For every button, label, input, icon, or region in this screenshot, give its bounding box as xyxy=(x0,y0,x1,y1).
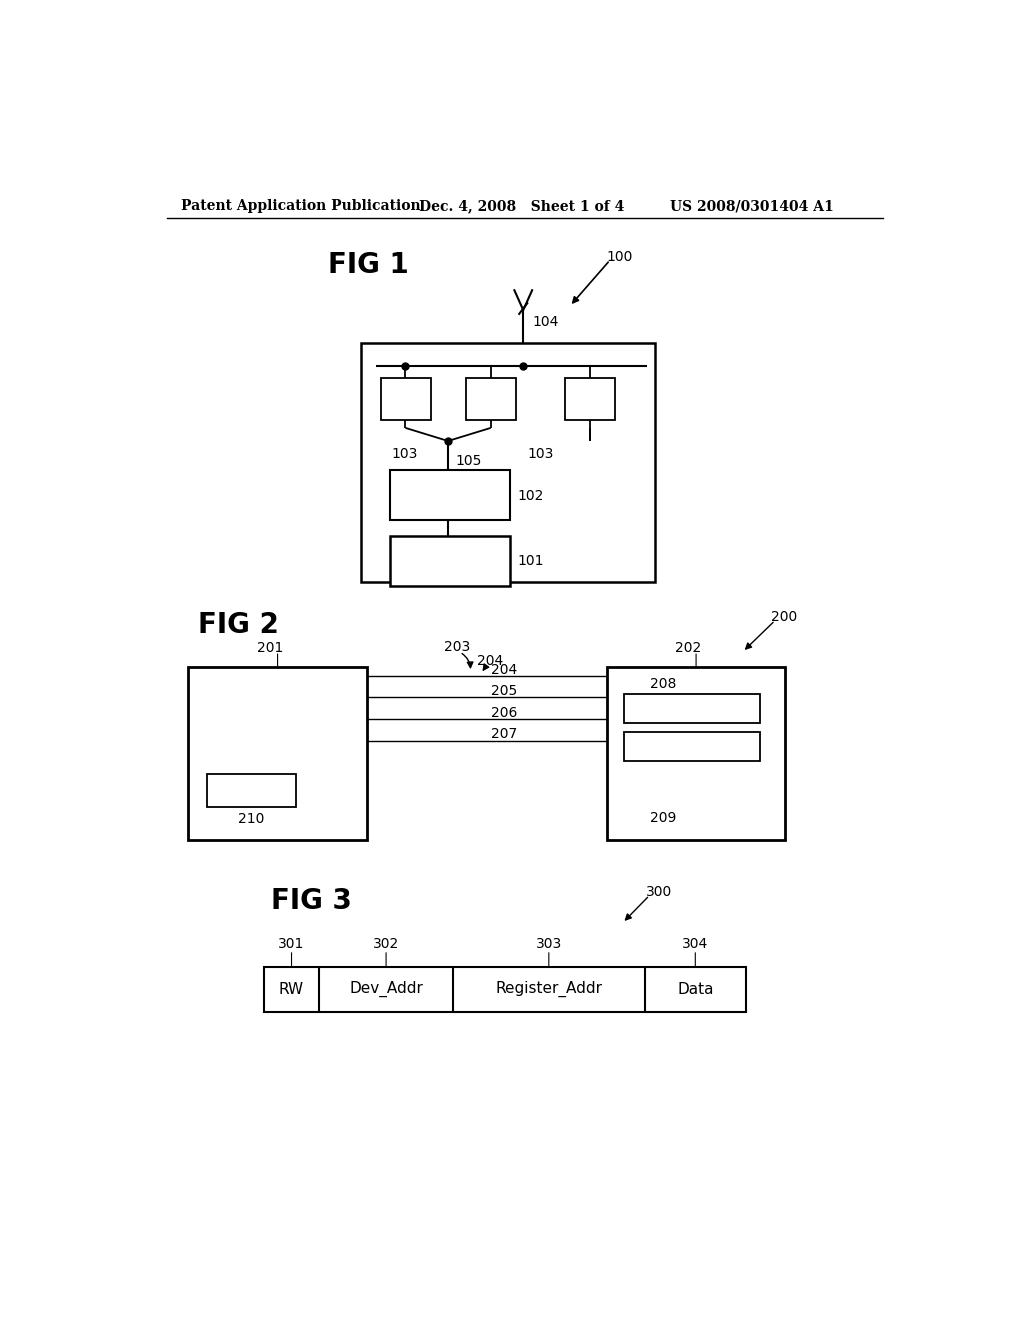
Text: 101: 101 xyxy=(517,554,544,568)
Text: 209: 209 xyxy=(649,812,676,825)
Text: 203: 203 xyxy=(444,640,470,653)
Text: 208: 208 xyxy=(649,677,676,690)
Text: 301: 301 xyxy=(279,937,305,950)
Bar xyxy=(624,733,760,762)
Bar xyxy=(607,667,785,840)
Text: 105: 105 xyxy=(455,454,481,469)
Bar xyxy=(263,968,745,1011)
Bar xyxy=(624,693,760,723)
Bar xyxy=(207,775,296,807)
Text: Patent Application Publication: Patent Application Publication xyxy=(180,199,420,213)
Text: FIG 1: FIG 1 xyxy=(328,251,409,279)
Text: 300: 300 xyxy=(646,886,672,899)
Text: 210: 210 xyxy=(238,812,264,826)
Text: 202: 202 xyxy=(675,642,701,655)
Bar xyxy=(381,378,431,420)
Text: 303: 303 xyxy=(536,937,562,950)
Text: 200: 200 xyxy=(771,610,798,624)
Bar xyxy=(360,343,655,582)
Text: 205: 205 xyxy=(490,684,517,698)
Text: US 2008/0301404 A1: US 2008/0301404 A1 xyxy=(671,199,835,213)
Text: 206: 206 xyxy=(490,706,517,719)
Text: 103: 103 xyxy=(527,447,554,461)
Text: 207: 207 xyxy=(490,727,517,742)
Bar xyxy=(466,378,516,420)
Text: 304: 304 xyxy=(682,937,709,950)
Text: RW: RW xyxy=(279,982,304,997)
Text: 104: 104 xyxy=(532,315,559,330)
Bar xyxy=(565,378,615,420)
Text: 201: 201 xyxy=(257,642,283,655)
Text: 100: 100 xyxy=(606,249,633,264)
Bar xyxy=(188,667,367,840)
Text: Data: Data xyxy=(677,982,714,997)
Text: Dev_Addr: Dev_Addr xyxy=(349,981,423,998)
Text: 302: 302 xyxy=(373,937,399,950)
Text: FIG 2: FIG 2 xyxy=(198,611,279,639)
Text: 102: 102 xyxy=(517,488,544,503)
Text: FIG 3: FIG 3 xyxy=(271,887,352,916)
Text: 204: 204 xyxy=(477,655,503,668)
Bar xyxy=(390,470,510,520)
Text: 204: 204 xyxy=(490,663,517,677)
Text: 103: 103 xyxy=(391,447,418,461)
Text: Dec. 4, 2008   Sheet 1 of 4: Dec. 4, 2008 Sheet 1 of 4 xyxy=(419,199,624,213)
Text: Register_Addr: Register_Addr xyxy=(496,981,602,998)
Bar xyxy=(390,536,510,586)
